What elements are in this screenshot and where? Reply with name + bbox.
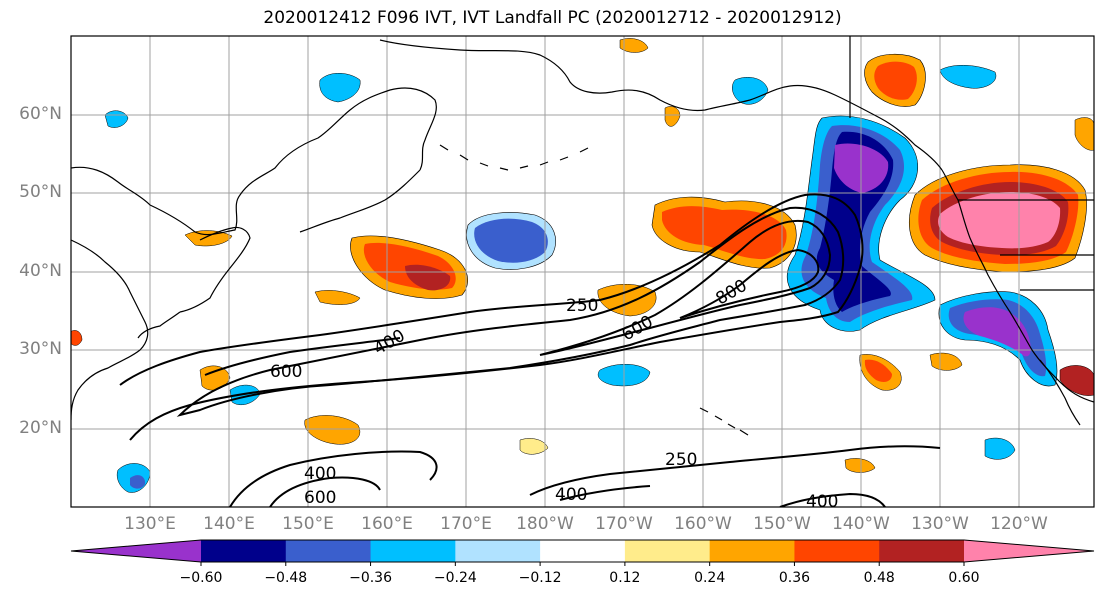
colorbar-tick-label: −0.12 (518, 570, 562, 586)
colorbar-swatch (964, 540, 1094, 562)
lon-label: 160°W (674, 514, 732, 534)
colorbar-tick-label: 0.24 (694, 570, 726, 586)
ivt-contours (119, 193, 941, 507)
graticule (71, 36, 1094, 507)
lon-label: 180°W (516, 514, 574, 534)
map-title: 2020012412 F096 IVT, IVT Landfall PC (20… (263, 8, 842, 28)
contour-label: 600 (304, 488, 336, 508)
lon-label: 140°E (203, 514, 255, 534)
lat-label: 40°N (19, 261, 62, 281)
colorbar-swatch (201, 540, 287, 562)
lon-label: 130°W (911, 514, 969, 534)
colorbar-swatch (455, 540, 541, 562)
lon-label: 160°E (361, 514, 413, 534)
colorbar-swatch (370, 540, 456, 562)
lat-label: 20°N (19, 418, 62, 438)
contour-label: 400 (304, 464, 336, 484)
lon-label: 130°E (124, 514, 176, 534)
colorbar-swatch (794, 540, 880, 562)
colorbar-tick-label: 0.12 (609, 570, 641, 586)
lat-label: 60°N (19, 104, 62, 124)
colorbar-tick-label: 0.48 (863, 570, 895, 586)
contour-label: 250 (566, 296, 598, 316)
contour-label: 600 (270, 362, 302, 382)
colorbar-swatch (624, 540, 711, 562)
lon-label: 150°E (282, 514, 334, 534)
lon-label: 140°W (832, 514, 890, 534)
lon-label: 120°W (990, 514, 1048, 534)
colorbar-tick-label: −0.24 (433, 570, 477, 586)
colorbar-swatch (285, 540, 372, 562)
coastlines (71, 36, 1094, 436)
lat-label: 50°N (19, 182, 62, 202)
colorbar-swatch (540, 540, 626, 562)
colorbar-tick-label: 0.60 (948, 570, 980, 586)
colorbar-tick-label: −0.60 (179, 570, 223, 586)
colorbar-swatch (71, 540, 201, 562)
lon-label: 170°W (595, 514, 653, 534)
colorbar-swatch (879, 540, 965, 562)
contour-label: 400 (806, 492, 838, 512)
colorbar-swatch (709, 540, 795, 562)
lon-label: 170°E (440, 514, 492, 534)
map-frame (70, 35, 1095, 508)
lon-label: 150°W (753, 514, 811, 534)
lat-label: 30°N (19, 339, 62, 359)
colorbar-tick-label: 0.36 (778, 570, 811, 586)
colorbar-tick-label: −0.48 (264, 570, 308, 586)
contour-label: 400 (555, 485, 587, 505)
colorbar (70, 539, 1095, 566)
contour-label: 250 (665, 450, 697, 470)
colorbar-tick-label: −0.36 (349, 570, 392, 586)
